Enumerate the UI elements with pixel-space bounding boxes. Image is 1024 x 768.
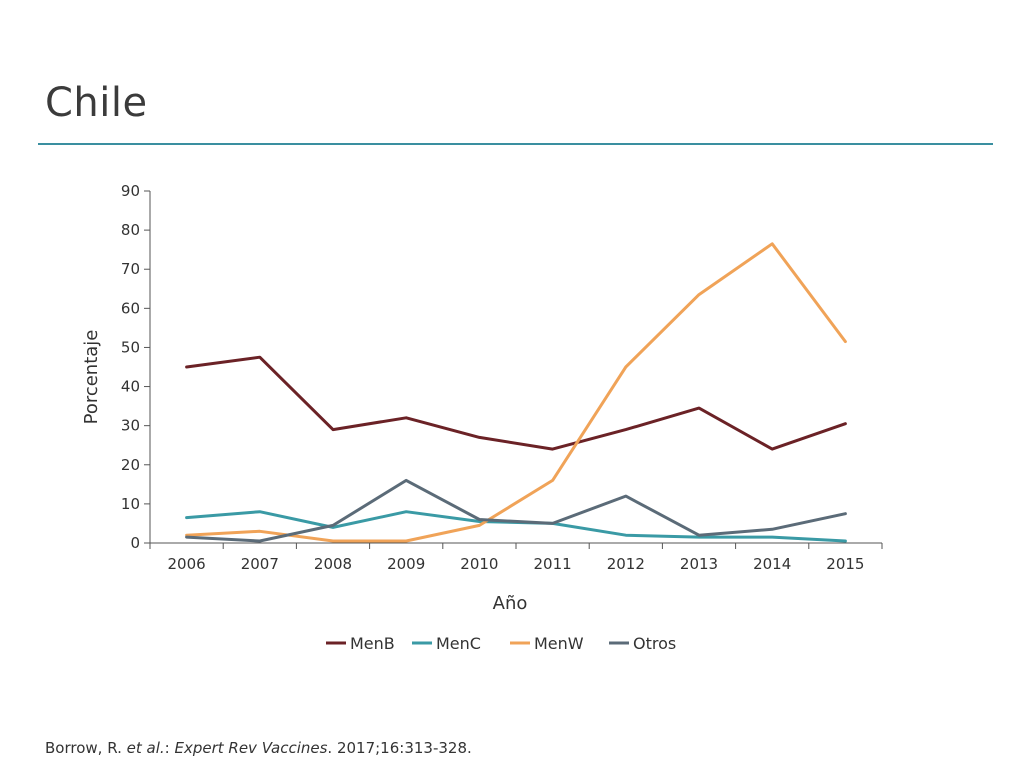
x-tick-label: 2011 bbox=[534, 555, 572, 573]
y-tick-label: 20 bbox=[121, 456, 140, 474]
x-tick-label: 2015 bbox=[826, 555, 864, 573]
title-divider bbox=[38, 143, 993, 145]
chart-legend: MenB MenC MenW Otros bbox=[326, 634, 676, 653]
y-tick-label: 50 bbox=[121, 338, 140, 356]
legend-label-menc: MenC bbox=[436, 634, 481, 653]
slide-title: Chile bbox=[45, 80, 148, 126]
x-tick-label: 2007 bbox=[241, 555, 279, 573]
series-line-menb bbox=[185, 355, 847, 451]
x-tick-label: 2008 bbox=[314, 555, 352, 573]
x-tick-label: 2014 bbox=[753, 555, 791, 573]
line-chart: 0 10 20 30 40 50 60 70 80 90 2006 2007 2008 2009 2010 2… bbox=[81, 182, 883, 653]
x-tick-label: 2010 bbox=[460, 555, 498, 573]
series-line-menw bbox=[185, 242, 847, 543]
y-tick-label: 30 bbox=[121, 417, 140, 435]
x-tick-label: 2013 bbox=[680, 555, 718, 573]
citation-details: . 2017;16:313-328. bbox=[327, 739, 472, 757]
series-line-otros bbox=[185, 478, 847, 543]
y-tick-label: 70 bbox=[121, 260, 140, 278]
y-tick-label: 60 bbox=[121, 299, 140, 317]
x-axis-label: Año bbox=[493, 593, 528, 614]
chart-axes: 0 10 20 30 40 50 60 70 80 90 2006 2007 2008 2009 2010 2… bbox=[121, 182, 883, 573]
legend-label-menb: MenB bbox=[350, 634, 395, 653]
citation: Borrow, R. et al.: Expert Rev Vaccines. … bbox=[45, 739, 472, 757]
y-tick-label: 90 bbox=[121, 182, 140, 200]
x-tick-label: 2009 bbox=[387, 555, 425, 573]
legend-label-otros: Otros bbox=[633, 634, 676, 653]
citation-sep: : bbox=[164, 739, 175, 757]
citation-etal: et al. bbox=[126, 739, 165, 757]
citation-journal: Expert Rev Vaccines bbox=[174, 739, 328, 757]
citation-authors: Borrow, R. bbox=[45, 739, 122, 757]
chart-series bbox=[185, 242, 847, 543]
x-tick-label: 2006 bbox=[168, 555, 206, 573]
x-tick-label: 2012 bbox=[607, 555, 645, 573]
y-tick-label: 40 bbox=[121, 378, 140, 396]
legend-label-menw: MenW bbox=[534, 634, 584, 653]
y-tick-label: 0 bbox=[130, 534, 140, 552]
y-tick-label: 10 bbox=[121, 495, 140, 513]
y-axis-label: Porcentaje bbox=[81, 330, 102, 425]
y-tick-label: 80 bbox=[121, 221, 140, 239]
